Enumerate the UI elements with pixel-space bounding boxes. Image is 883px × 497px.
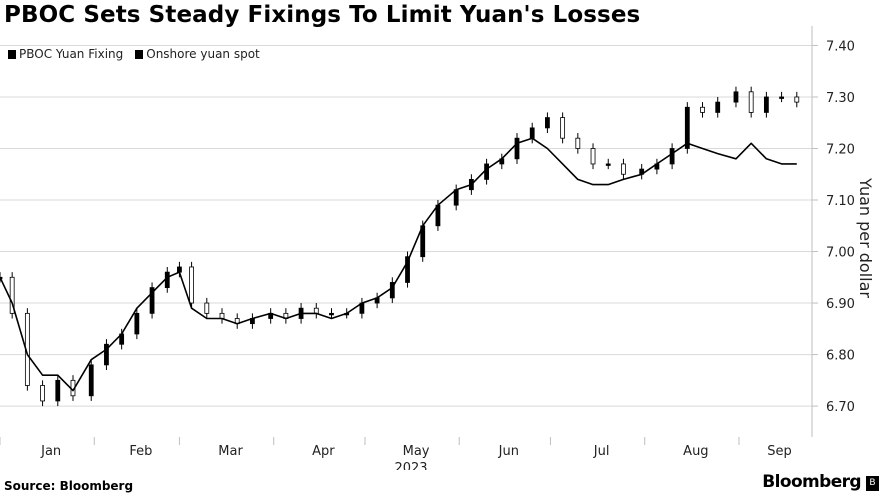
fixing-candle-1 <box>9 276 15 314</box>
fixing-candle-45 <box>684 106 690 149</box>
x-tick-aug: Aug <box>683 444 708 459</box>
y-tick-7: 7.40 <box>826 39 855 54</box>
grid-lines <box>0 26 818 445</box>
x-tick-feb: Feb <box>129 444 152 459</box>
fixing-candle-6 <box>88 364 94 397</box>
fixing-candle-52 <box>794 96 800 103</box>
x-tick-jun: Jun <box>498 444 519 459</box>
fixing-candle-21 <box>313 307 319 314</box>
bloomberg-terminal-icon: B <box>866 476 879 491</box>
legend-item-spot: Onshore yuan spot <box>135 47 260 61</box>
y-tick-5: 7.20 <box>826 142 855 157</box>
legend-swatch-spot <box>135 49 144 59</box>
fixing-candle-13 <box>189 266 194 304</box>
fixing-candle-47 <box>715 101 721 113</box>
bloomberg-logo: Bloomberg <box>762 472 861 492</box>
fixing-candle-41 <box>621 163 626 175</box>
legend-label-fixing: PBOC Yuan Fixing <box>19 47 124 61</box>
fixing-candle-7 <box>104 343 109 366</box>
chart-title: PBOC Sets Steady Fixings To Limit Yuan's… <box>4 2 641 28</box>
legend-swatch-fixing <box>8 49 16 59</box>
fixing-candle-22 <box>329 312 334 316</box>
fixing-candle-37 <box>560 117 566 139</box>
fixing-candle-49 <box>748 91 754 113</box>
fixing-candle-44 <box>669 148 675 165</box>
fixing-candle-30 <box>453 189 459 206</box>
y-tick-3: 7.00 <box>826 246 855 261</box>
x-tick-sep: Sep <box>767 444 792 459</box>
fixing-candle-39 <box>590 148 596 165</box>
fixing-candle-46 <box>700 106 705 113</box>
fixing-candles <box>0 86 800 407</box>
fixing-candle-14 <box>204 302 210 314</box>
year-label: 2023 <box>394 461 427 470</box>
y-tick-labels: 6.70 6.80 6.90 7.00 7.10 7.20 7.30 7.40 <box>826 39 855 415</box>
legend-label-spot: Onshore yuan spot <box>146 47 260 61</box>
spot-line <box>0 137 797 392</box>
fixing-candle-50 <box>763 96 769 113</box>
fixing-candle-38 <box>575 137 581 149</box>
y-tick-1: 6.80 <box>826 349 855 364</box>
x-tick-jul: Jul <box>593 444 610 459</box>
y-tick-6: 7.30 <box>826 91 855 106</box>
fixing-candle-27 <box>405 256 410 283</box>
y-axis-label: Yuan per dollar <box>856 177 875 298</box>
y-tick-0: 6.70 <box>826 400 855 415</box>
fixing-candle-34 <box>514 137 520 160</box>
fixing-candle-48 <box>733 91 739 103</box>
fixing-candle-36 <box>545 117 550 129</box>
legend: PBOC Yuan Fixing Onshore yuan spot <box>2 42 266 66</box>
x-tick-mar: Mar <box>218 444 243 459</box>
chart-plot: 6.70 6.80 6.90 7.00 7.10 7.20 7.30 7.40 Jan Feb M… <box>0 26 875 470</box>
fixing-candle-40 <box>605 163 611 166</box>
x-tick-may: May <box>403 444 430 459</box>
fixing-candle-9 <box>134 312 140 335</box>
fixing-candle-35 <box>529 127 535 139</box>
fixing-candle-3 <box>40 385 45 402</box>
legend-item-fixing: PBOC Yuan Fixing <box>8 47 123 61</box>
x-tick-apr: Apr <box>312 444 335 459</box>
fixing-candle-26 <box>389 282 395 299</box>
y-tick-4: 7.10 <box>826 194 855 209</box>
fixing-candle-4 <box>55 379 61 402</box>
fixing-candle-10 <box>149 287 155 314</box>
fixing-candle-51 <box>779 96 784 99</box>
x-tick-jan: Jan <box>40 444 61 459</box>
source-note: Source: Bloomberg <box>4 479 134 493</box>
x-tick-labels: Jan Feb Mar Apr May Jun Jul Aug Sep <box>40 444 792 459</box>
y-tick-2: 6.90 <box>826 297 855 312</box>
